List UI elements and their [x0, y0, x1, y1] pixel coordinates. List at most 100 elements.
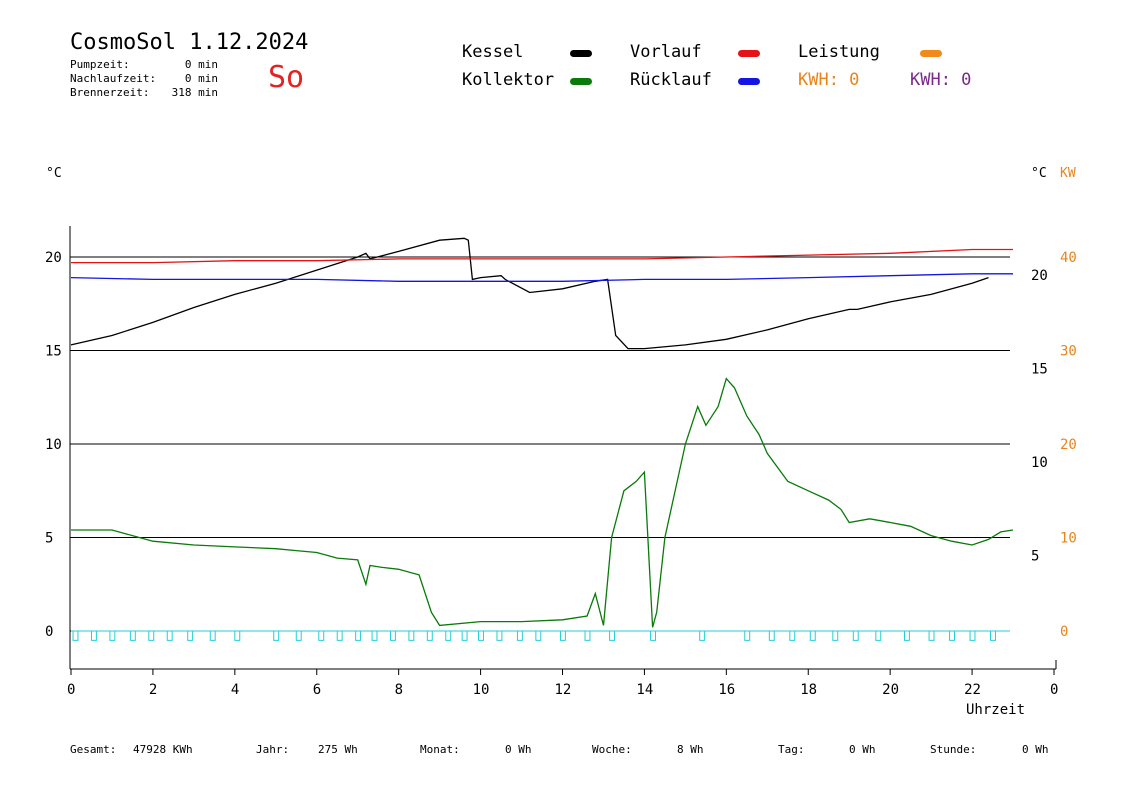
pump-pulse — [809, 630, 816, 641]
stat-value-nachlaufzeit: 0 min — [184, 72, 218, 85]
x-tick-label: 20 — [882, 682, 899, 698]
stat-label-brennerzeit: Brennerzeit: — [70, 86, 150, 99]
footer-tag-value: 0 Wh — [849, 743, 876, 756]
x-tick-label: 4 — [231, 682, 239, 698]
y-tick-label-kw: 40 — [1060, 250, 1077, 266]
x-tick-label: 12 — [555, 682, 572, 698]
y-axis-unit-left: °C — [46, 166, 62, 181]
series-line-vorlauf — [71, 248, 1013, 264]
pump-pulse — [852, 630, 859, 641]
x-tick-label: 14 — [636, 682, 653, 698]
x-tick-label: 10 — [473, 682, 490, 698]
pump-pulse — [744, 630, 751, 641]
kwh-purple: KWH: 0 — [910, 70, 972, 90]
stat-label-pumpzeit: Pumpzeit: — [70, 58, 130, 71]
pump-pulse — [535, 630, 542, 641]
x-axis-label: Uhrzeit — [966, 702, 1025, 718]
y-tick-label-right: 15 — [1031, 362, 1048, 378]
y-tick-label-left: 15 — [45, 344, 62, 360]
pump-pulse — [109, 630, 116, 641]
footer-jahr-label: Jahr: — [256, 743, 290, 756]
footer-jahr-value: 275 Wh — [318, 743, 358, 756]
pump-pulse — [234, 630, 241, 641]
legend-ruecklauf-swatch — [738, 78, 760, 85]
pump-pulse — [371, 630, 378, 641]
pump-pulse — [584, 630, 591, 641]
pump-pulse — [318, 630, 325, 641]
pump-pulse — [187, 630, 194, 641]
x-tick-label: 18 — [800, 682, 817, 698]
stat-value-brennerzeit: 318 min — [171, 86, 218, 99]
legend-vorlauf-swatch — [738, 50, 760, 57]
pump-pulse — [559, 630, 566, 641]
y-tick-label-kw: 30 — [1060, 344, 1077, 360]
footer-stunde-value: 0 Wh — [1022, 743, 1049, 756]
x-tick-label: 8 — [395, 682, 403, 698]
kwh-orange: KWH: 0 — [798, 70, 860, 90]
pump-pulse — [129, 630, 136, 641]
page-title: CosmoSol 1.12.2024 — [70, 30, 309, 55]
x-tick-label: 2 — [149, 682, 157, 698]
pump-pulse — [445, 630, 452, 641]
pump-pulse — [516, 630, 523, 641]
footer-gesamt-label: Gesamt: — [70, 743, 117, 756]
pump-pulse — [990, 630, 996, 641]
x-tick-label: 0 — [67, 682, 75, 698]
pump-pulse — [969, 630, 976, 641]
y-tick-label-left: 10 — [45, 437, 62, 453]
series-line-kessel — [70, 237, 989, 350]
pump-pulse — [789, 630, 796, 641]
footer-gesamt-value: 47928 KWh — [133, 743, 193, 756]
stat-label-nachlaufzeit: Nachlaufzeit: — [70, 72, 157, 85]
y-tick-label-right: 20 — [1031, 268, 1048, 284]
legend-leistung-label: Leistung — [798, 42, 880, 62]
pump-pulse — [949, 630, 955, 641]
y-tick-label-kw: 10 — [1060, 531, 1077, 547]
pump-pulse — [336, 630, 343, 641]
y-axis-unit-kw: KW — [1060, 166, 1076, 181]
y-tick-label-kw: 0 — [1060, 624, 1068, 640]
pump-pulse — [461, 630, 468, 641]
pump-pulse — [273, 630, 280, 641]
y-tick-label-right: 10 — [1031, 455, 1048, 471]
y-axis-unit-right: °C — [1031, 166, 1047, 181]
footer-woche-value: 8 Wh — [677, 743, 704, 756]
footer-stunde-label: Stunde: — [930, 743, 977, 756]
x-tick-label: 6 — [313, 682, 321, 698]
stats-values: 0 min 0 min 318 min — [140, 58, 218, 100]
y-tick-label-left: 5 — [45, 531, 53, 547]
pump-pulse — [166, 630, 173, 641]
footer-woche-label: Woche: — [592, 743, 632, 756]
pump-pulse — [478, 630, 484, 641]
pump-pulse — [609, 630, 616, 641]
series-line-kollektor — [71, 377, 1014, 628]
footer-tag-label: Tag: — [778, 743, 805, 756]
legend-vorlauf-label: Vorlauf — [630, 42, 702, 62]
y-tick-label-right: 5 — [1031, 549, 1039, 565]
pump-pulse — [148, 630, 155, 641]
pump-pulse — [72, 630, 79, 641]
footer-monat-value: 0 Wh — [505, 743, 532, 756]
legend-kessel-swatch — [570, 50, 592, 57]
pump-pulse — [650, 630, 656, 641]
series-line-rcklauf — [70, 273, 1013, 282]
footer-monat-label: Monat: — [420, 743, 460, 756]
pump-pulse — [699, 630, 706, 641]
x-tick-label: 0 — [1050, 682, 1058, 698]
pump-pulse — [295, 630, 302, 641]
x-tick-label: 22 — [964, 682, 981, 698]
pump-pulse — [928, 630, 935, 641]
stats-labels: Pumpzeit: Nachlaufzeit: Brennerzeit: — [70, 58, 156, 100]
legend-kessel-label: Kessel — [462, 42, 524, 62]
legend-ruecklauf-label: Rücklauf — [630, 70, 712, 90]
legend-leistung-swatch — [920, 50, 942, 57]
pump-pulse — [209, 630, 216, 641]
weekday-label: So — [268, 60, 305, 95]
pump-pulse — [90, 630, 97, 641]
stat-value-pumpzeit: 0 min — [184, 58, 218, 71]
legend-kollektor-swatch — [570, 78, 592, 85]
pump-pulse — [904, 630, 910, 641]
pump-pulse — [355, 630, 362, 641]
pump-pulse — [389, 630, 396, 641]
